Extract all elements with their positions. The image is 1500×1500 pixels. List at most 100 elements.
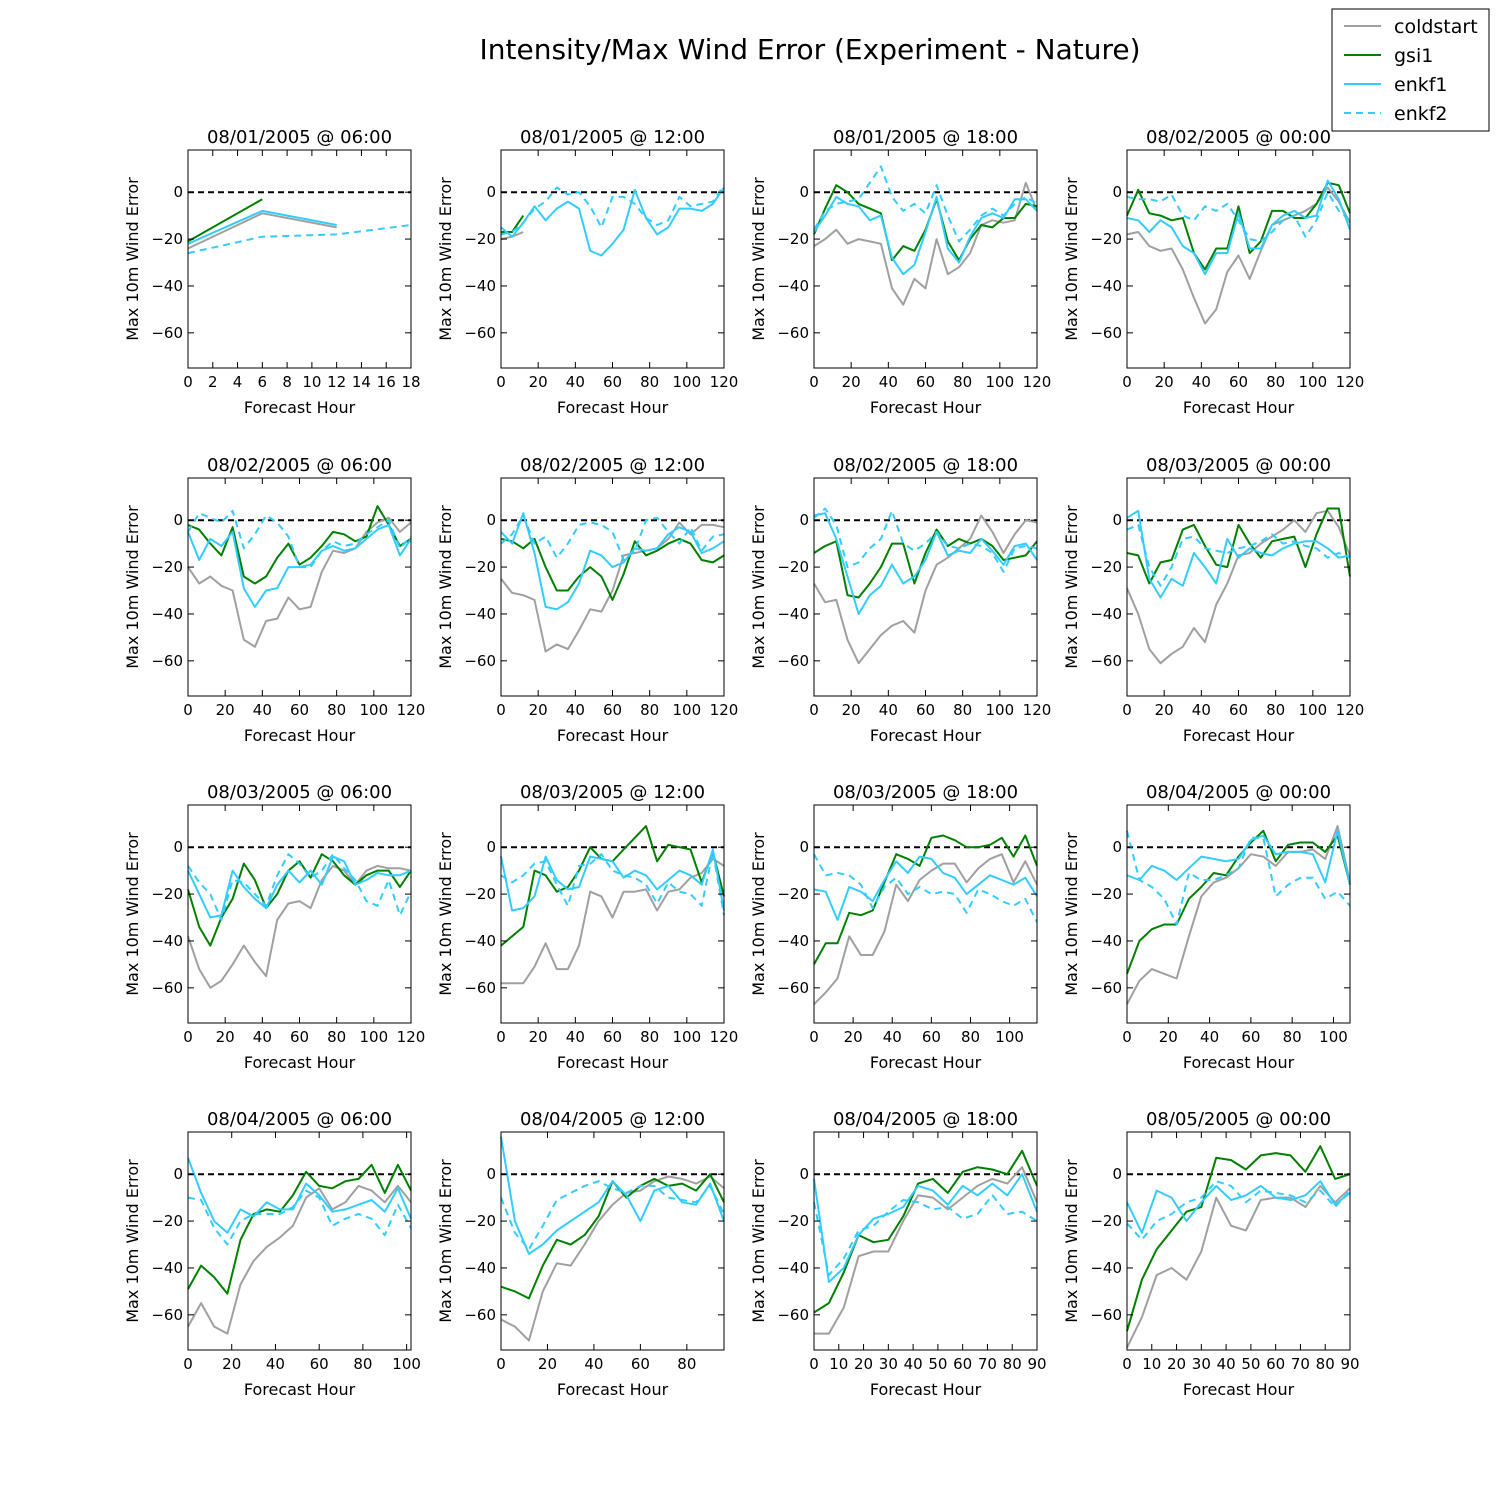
x-tick-label: 80 bbox=[953, 701, 972, 719]
x-tick-label: 0 bbox=[1122, 373, 1132, 391]
y-tick-label: 0 bbox=[486, 511, 496, 529]
y-tick-label: −60 bbox=[464, 652, 496, 670]
y-tick-label: −60 bbox=[777, 324, 809, 342]
x-tick-label: 40 bbox=[584, 1355, 603, 1373]
y-tick-label: −20 bbox=[464, 558, 496, 576]
series-line-gsi1 bbox=[187, 1163, 412, 1295]
x-tick-label: 120 bbox=[1023, 373, 1052, 391]
y-tick-label: −60 bbox=[464, 979, 496, 997]
y-tick-label: −60 bbox=[151, 979, 183, 997]
x-tick-label: 100 bbox=[986, 701, 1015, 719]
panel-title: 08/03/2005 @ 18:00 bbox=[833, 782, 1018, 803]
y-tick-label: −60 bbox=[151, 324, 183, 342]
series-line-enkf1 bbox=[187, 855, 412, 919]
y-tick-label: −60 bbox=[1090, 652, 1122, 670]
x-tick-label: 0 bbox=[496, 1355, 506, 1373]
legend-frame bbox=[1331, 8, 1490, 132]
series-line-coldstart bbox=[187, 212, 337, 250]
series-line-coldstart bbox=[187, 1184, 412, 1335]
series-line-gsi1 bbox=[1126, 181, 1351, 271]
y-tick-label: −60 bbox=[464, 1306, 496, 1324]
x-tick-label: 20 bbox=[529, 701, 548, 719]
x-tick-label: 0 bbox=[496, 373, 506, 391]
panel-16: 0 10 20 30 40 50 60 70 80 90 0 −20 −40 −60 08/05/2005 … bbox=[1062, 1109, 1360, 1399]
x-tick-label: 120 bbox=[710, 1028, 739, 1046]
y-tick-label: −40 bbox=[464, 605, 496, 623]
y-tick-label: −20 bbox=[777, 885, 809, 903]
x-tick-label: 60 bbox=[953, 1355, 972, 1373]
y-axis-label: Max 10m Wind Error bbox=[749, 832, 768, 996]
y-tick-label: 0 bbox=[173, 1165, 183, 1183]
x-tick-label: 40 bbox=[879, 701, 898, 719]
series-line-enkf2 bbox=[187, 224, 412, 255]
x-tick-label: 10 bbox=[829, 1355, 848, 1373]
x-axis-label: Forecast Hour bbox=[244, 1053, 356, 1072]
x-tick-label: 0 bbox=[183, 373, 193, 391]
x-tick-label: 20 bbox=[216, 1028, 235, 1046]
y-tick-label: −20 bbox=[151, 230, 183, 248]
x-axis-label: Forecast Hour bbox=[244, 1380, 356, 1399]
x-tick-label: 40 bbox=[266, 1355, 285, 1373]
legend-label-coldstart: coldstart bbox=[1394, 16, 1478, 38]
series-line-gsi1 bbox=[501, 215, 525, 233]
y-tick-label: 0 bbox=[173, 511, 183, 529]
x-tick-label: 120 bbox=[1336, 373, 1365, 391]
x-tick-label: 60 bbox=[631, 1355, 650, 1373]
x-tick-label: 40 bbox=[1192, 373, 1211, 391]
x-axis-label: Forecast Hour bbox=[1183, 1053, 1295, 1072]
x-tick-label: 80 bbox=[953, 373, 972, 391]
series-line-gsi1 bbox=[187, 853, 412, 947]
series-line-enkf2 bbox=[187, 509, 412, 569]
plot-area bbox=[187, 149, 412, 369]
x-tick-label: 100 bbox=[1319, 1028, 1348, 1046]
x-tick-label: 40 bbox=[253, 701, 272, 719]
x-axis-label: Forecast Hour bbox=[557, 1053, 669, 1072]
x-tick-label: 70 bbox=[978, 1355, 997, 1373]
panel-title: 08/05/2005 @ 00:00 bbox=[1146, 1109, 1331, 1130]
series-line-enkf1 bbox=[1126, 509, 1351, 599]
x-tick-label: 8 bbox=[282, 373, 292, 391]
y-tick-label: −20 bbox=[1090, 1212, 1122, 1230]
x-tick-label: 2 bbox=[208, 373, 218, 391]
x-tick-label: 80 bbox=[1283, 1028, 1302, 1046]
legend: coldstart gsi1 enkf1 enkf2 bbox=[1331, 8, 1490, 132]
series-line-coldstart bbox=[1126, 186, 1351, 325]
series-line-enkf1 bbox=[1126, 829, 1351, 885]
x-tick-label: 0 bbox=[809, 1355, 819, 1373]
x-tick-label: 60 bbox=[290, 701, 309, 719]
y-tick-label: −40 bbox=[777, 1259, 809, 1277]
x-tick-label: 20 bbox=[1155, 373, 1174, 391]
y-tick-label: −60 bbox=[1090, 324, 1122, 342]
y-tick-label: 0 bbox=[173, 838, 183, 856]
y-tick-label: 0 bbox=[486, 183, 496, 201]
plot-frame bbox=[1126, 1131, 1351, 1351]
x-tick-label: 6 bbox=[258, 373, 268, 391]
y-tick-label: −20 bbox=[1090, 558, 1122, 576]
panel-11: 0 20 40 60 80 100 0 −20 −40 −60 08/03/2005 @ 18:00… bbox=[749, 782, 1038, 1072]
panel-title: 08/01/2005 @ 12:00 bbox=[520, 127, 705, 148]
x-tick-label: 40 bbox=[566, 373, 585, 391]
series-line-enkf1 bbox=[187, 1157, 412, 1234]
x-tick-label: 0 bbox=[496, 1028, 506, 1046]
plot-frame bbox=[500, 1131, 725, 1351]
series-line-enkf1 bbox=[813, 1173, 1038, 1283]
y-axis-label: Max 10m Wind Error bbox=[1062, 1159, 1081, 1323]
y-tick-label: −20 bbox=[1090, 230, 1122, 248]
x-tick-label: 20 bbox=[842, 701, 861, 719]
y-tick-label: −40 bbox=[464, 932, 496, 950]
x-tick-label: 50 bbox=[928, 1355, 947, 1373]
x-tick-label: 120 bbox=[397, 1028, 426, 1046]
series-line-coldstart bbox=[500, 1175, 725, 1342]
x-tick-label: 60 bbox=[603, 1028, 622, 1046]
series-line-enkf1 bbox=[813, 195, 1038, 276]
y-axis-label: Max 10m Wind Error bbox=[749, 505, 768, 669]
x-tick-label: 100 bbox=[673, 1028, 702, 1046]
x-tick-label: 20 bbox=[1159, 1028, 1178, 1046]
y-tick-label: −20 bbox=[777, 1212, 809, 1230]
y-tick-label: −60 bbox=[777, 652, 809, 670]
x-axis-label: Forecast Hour bbox=[557, 398, 669, 417]
x-tick-label: 20 bbox=[538, 1355, 557, 1373]
x-tick-label: 80 bbox=[353, 1355, 372, 1373]
